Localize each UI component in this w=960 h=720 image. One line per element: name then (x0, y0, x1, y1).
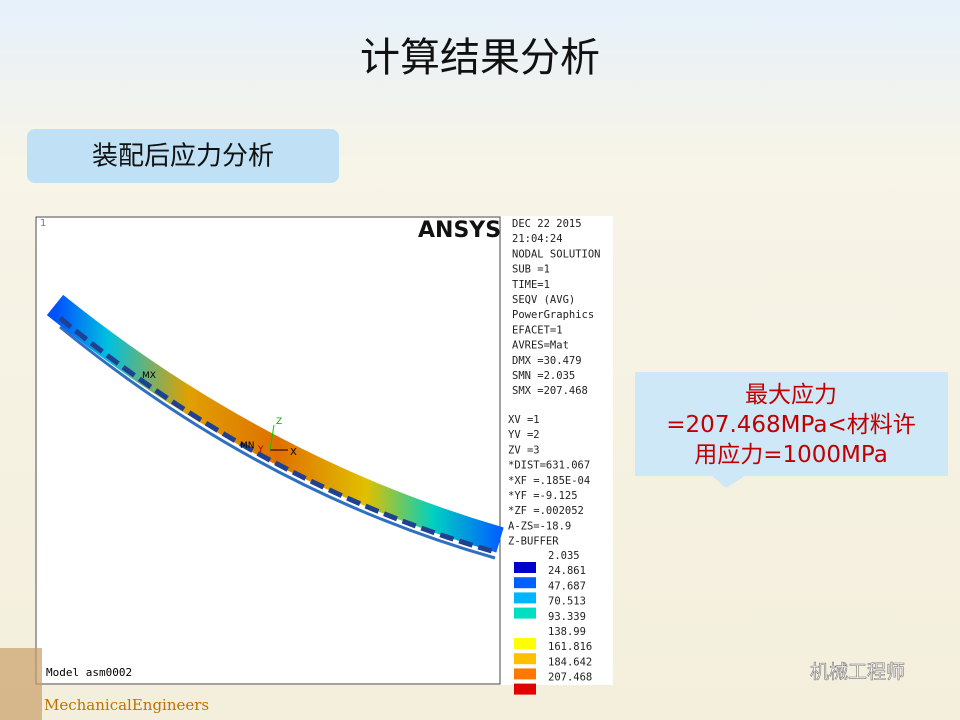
info-line: SUB =1 (512, 264, 550, 276)
axis-line (269, 424, 275, 451)
info-line: AVRES=Mat (512, 340, 569, 352)
axis-label: Y (257, 445, 264, 455)
legend-swatch (514, 607, 536, 619)
beam (46, 294, 504, 553)
ansys-logo: ANSYS (418, 218, 501, 243)
info-line: XV =1 (508, 414, 540, 426)
plot-frame (35, 216, 501, 685)
legend-swatch (514, 683, 536, 695)
info-line: Z-BUFFER (508, 536, 559, 548)
info-line: *YF =-9.125 (508, 490, 578, 502)
legend: 2.035 24.861 47.687 70.513 93.339 138.99 161.8… (514, 550, 592, 695)
info-line: DEC 22 2015 (512, 218, 582, 230)
info-line: PowerGraphics (512, 309, 594, 321)
callout-line: =207.468MPa<材料许 (666, 412, 915, 438)
mx-marker: MX (142, 371, 156, 381)
beam-leaves (58, 316, 496, 555)
model-name: Model asm0002 (46, 666, 132, 679)
info-line: ZV =3 (508, 444, 540, 456)
callout-line: 用应力=1000MPa (694, 442, 888, 468)
legend-label: 138.99 (548, 626, 586, 638)
info-line: YV =2 (508, 429, 540, 441)
legend-label: 161.816 (548, 641, 592, 653)
subtitle: 装配后应力分析 (92, 142, 274, 172)
info-line: SMX =207.468 (512, 385, 588, 397)
info-line: EFACET=1 (512, 324, 563, 336)
callout-line: 最大应力 (745, 382, 837, 408)
legend-label: 47.687 (548, 580, 586, 592)
legend-label: 207.468 (548, 672, 592, 684)
info-line: TIME=1 (512, 279, 550, 291)
legend-swatch (514, 577, 536, 589)
info-line: *XF =.185E-04 (508, 475, 590, 487)
legend-swatch (514, 668, 536, 680)
slide-title: 计算结果分析 (360, 35, 600, 81)
ansys-panel (35, 216, 613, 685)
info-line: DMX =30.479 (512, 355, 582, 367)
info-line: SEQV (AVG) (512, 294, 575, 306)
mn-marker: MN (240, 441, 255, 451)
info-line: NODAL SOLUTION (512, 248, 601, 260)
callout-box (635, 372, 948, 488)
info-line: 21:04:24 (512, 233, 563, 245)
beam-leaves (59, 325, 496, 560)
legend-label: 93.339 (548, 611, 586, 623)
legend-swatch (514, 653, 536, 665)
legend-label: 2.035 (548, 550, 580, 562)
legend-label: 70.513 (548, 596, 586, 608)
footer-logo: MechanicalEngineers (44, 696, 209, 714)
watermark: 机械工程师 (810, 661, 905, 683)
legend-label: 24.861 (548, 565, 586, 577)
legend-swatch (514, 638, 536, 649)
legend-swatch (514, 592, 536, 604)
info-line: SMN =2.035 (512, 370, 575, 382)
mascot (0, 648, 42, 720)
info-line: *DIST=631.067 (508, 460, 590, 472)
legend-label: 184.642 (548, 656, 592, 668)
subtitle-box (27, 129, 339, 183)
info-block: DEC 22 2015 21:04:24 NODAL SOLUTION SUB =1 T… (508, 218, 601, 548)
info-line: A-ZS=-18.9 (508, 520, 571, 532)
info-line: *ZF =.002052 (508, 505, 584, 517)
axis-label: Z (276, 417, 282, 427)
legend-swatch (514, 562, 536, 573)
axis-label: X (290, 447, 297, 458)
window-number: 1 (40, 218, 46, 229)
